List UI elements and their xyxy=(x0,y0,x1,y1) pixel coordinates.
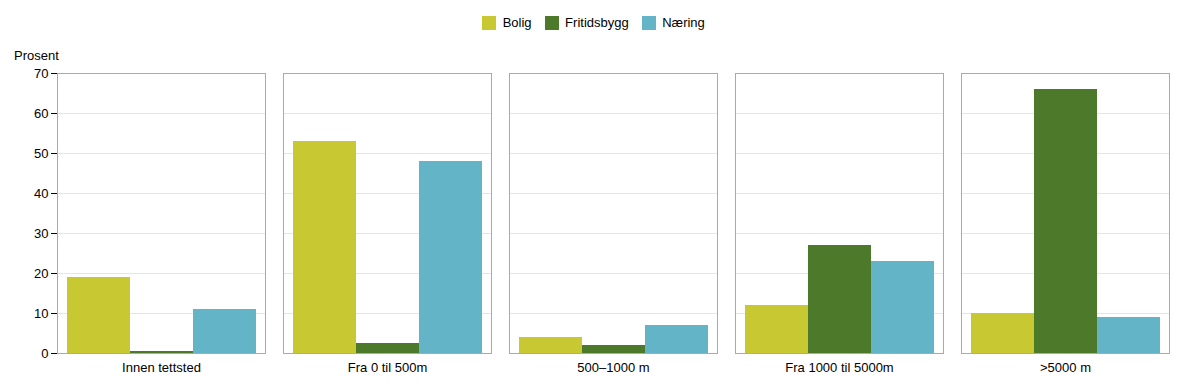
svg-text:30: 30 xyxy=(34,225,48,240)
svg-text:Fra 1000 til 5000m: Fra 1000 til 5000m xyxy=(785,359,893,374)
svg-text:500–1000 m: 500–1000 m xyxy=(577,359,649,374)
svg-text:10: 10 xyxy=(34,305,48,320)
svg-text:>5000 m: >5000 m xyxy=(1040,359,1091,374)
svg-text:Innen tettsted: Innen tettsted xyxy=(122,359,201,374)
svg-text:60: 60 xyxy=(34,105,48,120)
html-text:Prosent: Prosent xyxy=(14,47,59,63)
svg-text:20: 20 xyxy=(34,265,48,280)
svg-text:Fra 0 til 500m: Fra 0 til 500m xyxy=(348,359,427,374)
html-text:Fritidsbygg: Fritidsbygg xyxy=(565,15,629,30)
svg-text:40: 40 xyxy=(34,185,48,200)
svg-text:50: 50 xyxy=(34,145,48,160)
svg-text:0: 0 xyxy=(41,345,48,360)
svg-text:70: 70 xyxy=(34,65,48,80)
html-text:Bolig: Bolig xyxy=(502,15,532,30)
html-text:Næring: Næring xyxy=(662,15,705,30)
